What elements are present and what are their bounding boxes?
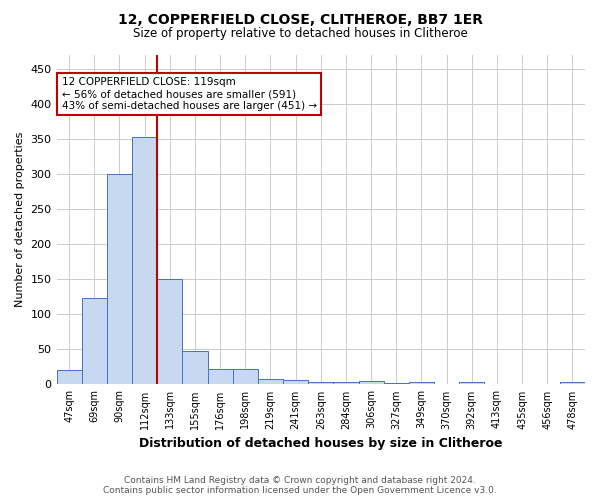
Bar — [233, 369, 258, 384]
Text: Size of property relative to detached houses in Clitheroe: Size of property relative to detached ho… — [133, 28, 467, 40]
Text: Contains public sector information licensed under the Open Government Licence v3: Contains public sector information licen… — [103, 486, 497, 495]
Bar — [258, 379, 283, 384]
Text: 12 COPPERFIELD CLOSE: 119sqm
← 56% of detached houses are smaller (591)
43% of s: 12 COPPERFIELD CLOSE: 119sqm ← 56% of de… — [62, 78, 317, 110]
Bar — [56, 370, 82, 384]
Bar — [107, 174, 132, 384]
Bar — [208, 369, 233, 384]
Bar — [560, 382, 585, 384]
Bar — [359, 381, 383, 384]
Bar — [334, 382, 359, 384]
Bar — [182, 351, 208, 384]
Bar — [132, 137, 157, 384]
X-axis label: Distribution of detached houses by size in Clitheroe: Distribution of detached houses by size … — [139, 437, 503, 450]
Bar — [459, 382, 484, 384]
Bar — [283, 380, 308, 384]
Y-axis label: Number of detached properties: Number of detached properties — [15, 132, 25, 308]
Bar — [383, 383, 409, 384]
Bar — [409, 382, 434, 384]
Bar — [82, 298, 107, 384]
Bar — [157, 280, 182, 384]
Text: 12, COPPERFIELD CLOSE, CLITHEROE, BB7 1ER: 12, COPPERFIELD CLOSE, CLITHEROE, BB7 1E… — [118, 12, 482, 26]
Bar — [308, 382, 334, 384]
Text: Contains HM Land Registry data © Crown copyright and database right 2024.: Contains HM Land Registry data © Crown c… — [124, 476, 476, 485]
